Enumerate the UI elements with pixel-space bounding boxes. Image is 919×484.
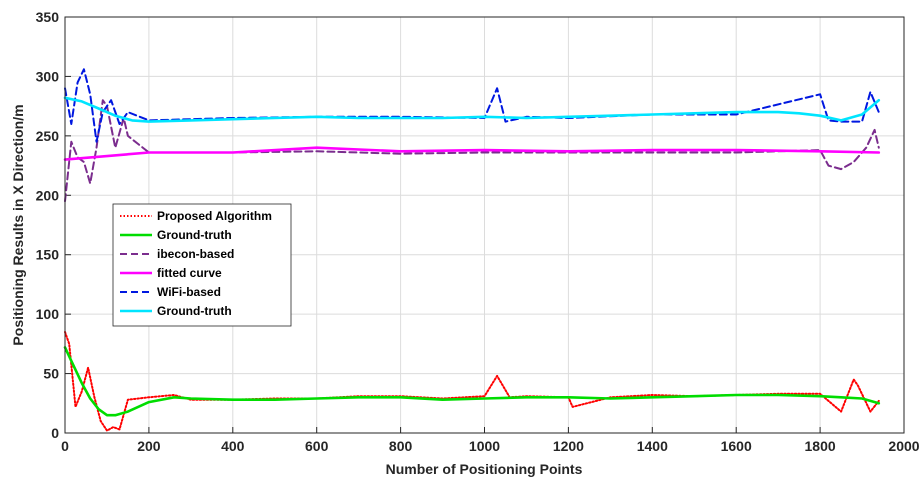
y-tick-label: 200 <box>36 187 60 203</box>
series-line-2 <box>63 346 881 417</box>
x-tick-label: 200 <box>137 438 161 454</box>
series-line-4 <box>63 146 881 161</box>
y-tick-label: 250 <box>36 128 60 144</box>
y-tick-label: 50 <box>43 366 59 382</box>
x-tick-label: 0 <box>61 438 69 454</box>
series-line-6 <box>63 96 881 123</box>
y-axis-label: Positioning Results in X Direction/m <box>10 104 26 345</box>
legend-label-2: Ground-truth <box>157 228 232 242</box>
legend-items: Proposed Algorithm Ground-truth ibecon-bas… <box>120 209 272 318</box>
x-tick-label: 400 <box>221 438 245 454</box>
x-tick-label: 1400 <box>637 438 668 454</box>
legend-label-5: WiFi-based <box>157 285 221 299</box>
y-tick-label: 150 <box>36 247 60 263</box>
legend-label-3: ibecon-based <box>157 247 234 261</box>
x-tick-label: 2000 <box>888 438 919 454</box>
x-tick-label: 800 <box>389 438 413 454</box>
legend: Proposed Algorithm Ground-truth ibecon-bas… <box>112 203 292 327</box>
series-line-5 <box>64 68 880 143</box>
x-tick-label: 1600 <box>721 438 752 454</box>
x-tick-label: 600 <box>305 438 329 454</box>
legend-label-4: fitted curve <box>157 266 222 280</box>
legend-label-6: Ground-truth <box>157 304 232 318</box>
x-tick-label: 1800 <box>805 438 836 454</box>
x-tick-label: 1200 <box>553 438 584 454</box>
series-line-3 <box>64 99 880 203</box>
y-tick-label: 100 <box>36 306 60 322</box>
legend-label-1: Proposed Algorithm <box>157 209 272 223</box>
plot-frame <box>64 16 905 434</box>
series-lines <box>63 68 881 432</box>
y-tick-label: 350 <box>36 9 60 25</box>
x-axis-label: Number of Positioning Points <box>386 461 583 477</box>
y-tick-label: 0 <box>51 425 59 441</box>
legend-box <box>112 203 292 327</box>
y-tick-labels: 0 50 100 150 200 250 300 350 <box>36 9 60 441</box>
x-tick-labels: 0 200 400 600 800 1000 1200 1400 1600 1800 2000 <box>61 438 919 454</box>
x-tick-label: 1000 <box>469 438 500 454</box>
y-tick-label: 300 <box>36 68 60 84</box>
